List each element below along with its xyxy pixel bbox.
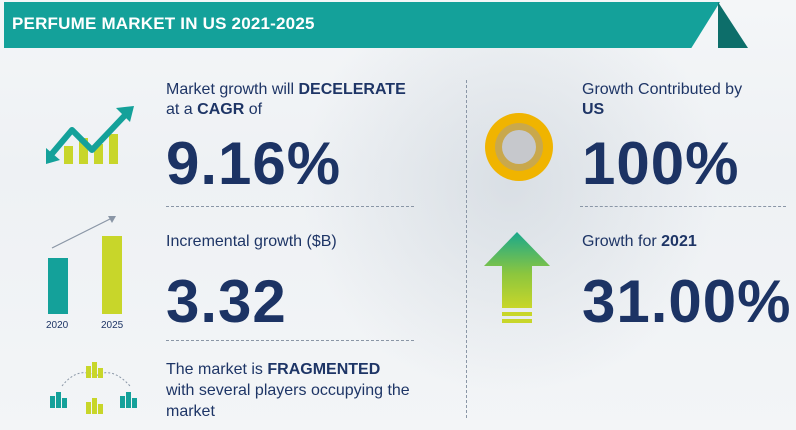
banner-shape — [4, 2, 720, 48]
banner-fold — [718, 2, 748, 48]
cagr-text-line2: at a CAGR of — [166, 100, 262, 120]
cagr-line2-prefix: at a — [166, 101, 198, 118]
incremental-bars-icon — [48, 216, 122, 314]
contribution-donut-icon — [485, 113, 553, 181]
market-text-line2: with several players occupying the — [166, 382, 410, 399]
contribution-line2: US — [582, 100, 604, 120]
contribution-value: 100% — [582, 130, 740, 197]
cagr-text-line1: Market growth will DECELERATE — [166, 80, 406, 100]
contribution-region: US — [582, 101, 605, 118]
market-text-line1: The market is FRAGMENTED — [166, 360, 380, 380]
divider-right-1 — [580, 206, 786, 207]
divider-left-2 — [166, 340, 414, 341]
page-title: PERFUME MARKET IN US 2021-2025 — [12, 14, 315, 33]
bar-2025 — [102, 236, 122, 314]
market-text-line3: market — [166, 403, 215, 420]
divider-left-1 — [166, 206, 414, 207]
header-banner: PERFUME MARKET IN US 2021-2025 — [4, 2, 748, 48]
cagr-line1-bold: DECELERATE — [298, 81, 406, 98]
growth-up-arrow-icon — [484, 232, 550, 323]
growth-year-prefix: Growth for — [582, 233, 662, 250]
bar-label-2020: 2020 — [46, 320, 69, 331]
cagr-value: 9.16% — [166, 130, 342, 197]
growth-year-value: 31.00% — [582, 268, 792, 335]
cagr-line2-bold: CAGR — [197, 101, 245, 118]
cagr-line2-suffix: of — [244, 101, 263, 118]
market-line1-prefix: The market is — [166, 361, 268, 378]
growth-year-bold: 2021 — [661, 233, 697, 250]
growth-year-label: Growth for 2021 — [582, 232, 697, 252]
fragmented-players-icon — [50, 362, 137, 414]
contribution-line1: Growth Contributed by — [582, 81, 743, 98]
vertical-divider — [466, 80, 467, 418]
decline-trend-icon — [46, 106, 134, 164]
market-line1-bold: FRAGMENTED — [267, 361, 381, 378]
cagr-line1-prefix: Market growth will — [166, 81, 299, 98]
bar-2020 — [48, 258, 68, 314]
incremental-label: Incremental growth ($B) — [166, 233, 337, 250]
bar-label-2025: 2025 — [101, 320, 124, 331]
incremental-value: 3.32 — [166, 268, 287, 335]
